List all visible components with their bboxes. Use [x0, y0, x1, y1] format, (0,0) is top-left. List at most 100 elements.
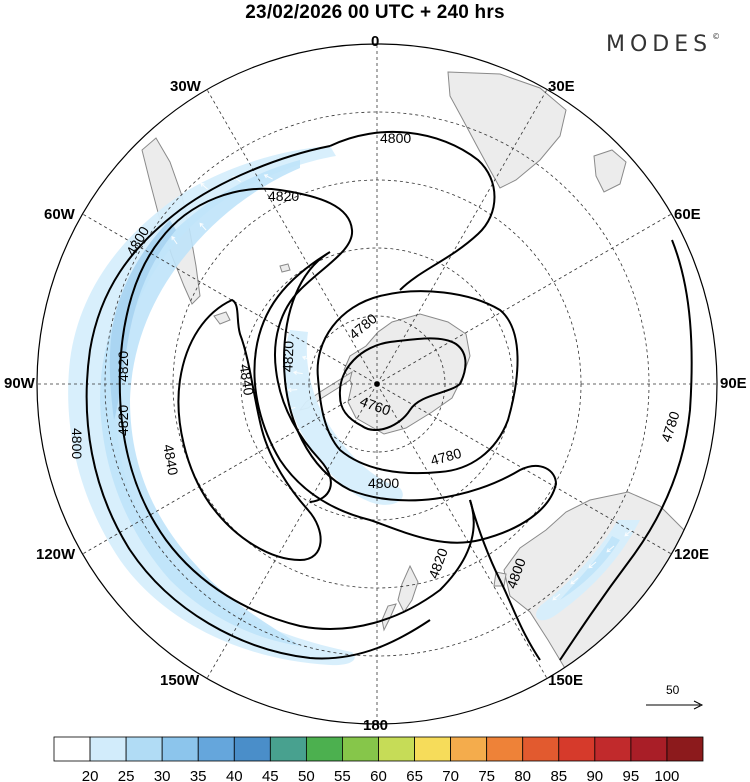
wind-arrow [588, 561, 597, 569]
meridian-line [206, 383, 378, 679]
australia-land [503, 491, 691, 681]
colorbar-swatch [666, 736, 704, 762]
reference-arrow-head-icon [693, 700, 704, 710]
colorbar-swatch [161, 736, 199, 762]
contour-layer [85, 130, 693, 661]
lon-label-90e: 90E [720, 375, 747, 392]
africa-land [447, 71, 567, 189]
contour-label: 4840 [160, 443, 181, 477]
south-pole-marker [374, 381, 380, 387]
colorbar-tick-label: 75 [478, 768, 495, 782]
chart-title: 23/02/2026 00 UTC + 240 hrs [245, 2, 505, 23]
colorbar: 20 25 30 35 40 45 50 55 60 65 70 75 80 85 90 95 100 [53, 736, 704, 782]
brand-text: MODES [606, 32, 713, 57]
colorbar-swatch [125, 736, 163, 762]
south-georgia-land [279, 263, 291, 273]
contour-label: 4820 [115, 351, 131, 382]
latitude-circle [240, 247, 514, 521]
lon-label-60w: 60W [44, 206, 75, 223]
contour-4820-outer [118, 239, 475, 630]
contour-4800-outer [85, 145, 431, 660]
wind-arrow [263, 174, 273, 180]
lon-label-30e: 30E [548, 78, 575, 95]
contour-label: 4800 [69, 428, 85, 459]
contour-4800-east [469, 499, 541, 661]
madagascar-land [593, 149, 627, 193]
colorbar-swatch [558, 736, 596, 762]
wind-arrow [287, 387, 298, 393]
colorbar-tick-label: 25 [118, 768, 135, 782]
contour-label: 4840 [237, 363, 257, 396]
contour-4760 [338, 337, 467, 431]
colorbar-swatch [342, 736, 379, 762]
wind-arrow [296, 444, 305, 452]
colorbar-tick-label: 65 [406, 768, 423, 782]
brand-logo: MODES© [606, 32, 720, 57]
colorbar-swatch [378, 736, 415, 762]
colorbar-swatch [594, 736, 632, 762]
meridian-line [376, 89, 548, 385]
colorbar-tick-label: 80 [514, 768, 531, 782]
jet-band-core [109, 220, 176, 420]
contour-4780-east [559, 239, 693, 661]
reference-vector: 50 [646, 683, 704, 710]
colorbar-tick-label: 50 [298, 768, 315, 782]
colorbar-swatch [305, 736, 343, 762]
contour-label: 4780 [658, 409, 683, 444]
colorbar-swatch [233, 736, 271, 762]
colorbar-swatch [450, 736, 488, 762]
wind-arrow [200, 182, 209, 190]
contour-label: 4820 [115, 405, 131, 436]
falklands-land [213, 311, 231, 325]
contour-4800-north [329, 130, 496, 291]
wind-arrow [570, 577, 579, 585]
contour-4840 [177, 298, 322, 562]
new-zealand-land [381, 564, 419, 632]
meridian-line [376, 383, 548, 679]
wind-arrow [312, 142, 323, 148]
meridian-line [376, 213, 672, 385]
colorbar-tick-label: 55 [334, 768, 351, 782]
contour-label: 4780 [429, 445, 463, 469]
brand-copyright: © [712, 32, 721, 41]
colorbar-tick-label: 100 [654, 768, 679, 782]
lon-label-150e: 150E [548, 672, 584, 689]
colorbar-tick-label: 20 [82, 768, 99, 782]
colorbar-swatch [630, 736, 668, 762]
colorbar-tick-label: 95 [623, 768, 640, 782]
colorbar-swatch [522, 736, 560, 762]
contour-label: 4820 [268, 188, 299, 204]
contour-label: 4820 [279, 340, 296, 372]
colorbar-tick-label: 85 [550, 768, 567, 782]
colorbar-swatch [197, 736, 235, 762]
colorbar-tick-label: 60 [370, 768, 387, 782]
lon-label-150w: 150W [160, 672, 200, 689]
map-boundary [36, 43, 718, 725]
wind-arrow [279, 137, 289, 143]
colorbar-tick-label: 70 [442, 768, 459, 782]
contour-4820-north [159, 187, 354, 503]
wind-arrow [171, 235, 178, 245]
colorbar-tick-label: 90 [586, 768, 603, 782]
lon-label-30w: 30W [170, 78, 201, 95]
colorbar-swatch [486, 736, 524, 762]
colorbar-tick-label: 30 [154, 768, 171, 782]
contour-label: 4800 [380, 130, 411, 146]
wind-arrow [292, 370, 303, 375]
jet-band-mid [100, 160, 300, 646]
meridian-line [82, 383, 378, 555]
wind-arrow [301, 355, 312, 361]
colorbar-swatch [269, 736, 307, 762]
contour-label: 4800 [368, 475, 399, 491]
lon-label-90w: 90W [4, 375, 35, 392]
lon-label-180: 180 [363, 717, 389, 734]
wind-arrow [309, 462, 316, 471]
antarctica-land [343, 313, 471, 435]
meridian-line [206, 89, 378, 385]
lon-label-120w: 120W [36, 546, 76, 563]
wind-arrow [606, 545, 615, 553]
lon-label-120e: 120E [674, 546, 710, 563]
colorbar-swatch [89, 736, 127, 762]
wind-arrow [199, 222, 207, 231]
